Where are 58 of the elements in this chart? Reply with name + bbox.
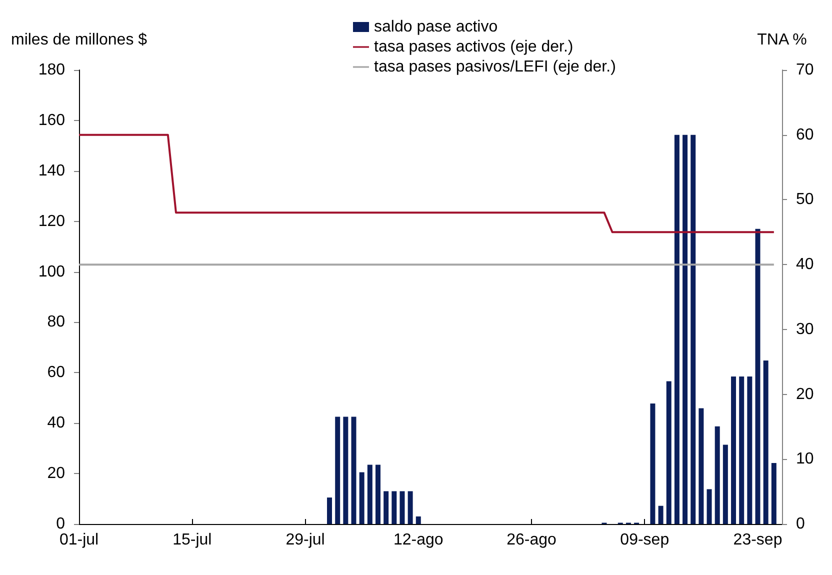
y-axis-title: miles de millones $ xyxy=(10,32,148,48)
y-tick-label: 0 xyxy=(56,516,66,532)
bar xyxy=(375,464,380,524)
bar xyxy=(763,360,768,524)
bar xyxy=(747,376,752,524)
y2-axis-title: TNA % xyxy=(757,32,807,48)
y-tick-label: 40 xyxy=(47,414,66,432)
y-tick-label: 160 xyxy=(38,112,66,129)
legend-label: tasa pases pasivos/LEFI (eje der.) xyxy=(374,58,616,76)
y-tick-label: 80 xyxy=(47,314,66,331)
bar xyxy=(739,376,744,524)
bar xyxy=(714,426,720,524)
bar xyxy=(698,408,704,524)
legend-label: tasa pases activos (eje der.) xyxy=(374,38,574,56)
y-tick-label: 180 xyxy=(38,62,66,78)
y2-tick-label: 10 xyxy=(796,450,814,468)
bar xyxy=(755,228,760,524)
bar xyxy=(359,472,364,524)
bar xyxy=(682,134,688,524)
bar xyxy=(327,498,332,524)
bar xyxy=(731,376,736,524)
bar xyxy=(706,489,712,524)
bar xyxy=(408,491,413,524)
x-tick-label: 12-ago xyxy=(393,532,444,548)
y2-tick-label: 20 xyxy=(796,386,814,403)
bar xyxy=(343,416,348,524)
bar xyxy=(690,134,696,524)
bar xyxy=(650,403,656,524)
y-tick-label: 20 xyxy=(47,465,66,482)
bar xyxy=(666,381,672,524)
bar xyxy=(416,516,421,524)
y2-tick-label: 30 xyxy=(796,320,814,338)
x-tick-label: 26-ago xyxy=(506,532,557,548)
bar xyxy=(392,491,397,524)
bar xyxy=(384,491,389,524)
bar xyxy=(771,462,776,524)
y2-tick-label: 60 xyxy=(796,126,814,144)
x-tick-label: 29-jul xyxy=(286,532,325,548)
x-tick-label: 15-jul xyxy=(172,532,212,548)
y-tick-label: 60 xyxy=(47,364,66,382)
bar xyxy=(400,491,405,524)
y2-tick-label: 70 xyxy=(796,62,814,78)
bar xyxy=(722,444,728,524)
bar xyxy=(351,416,356,524)
y-tick-label: 120 xyxy=(38,212,66,230)
legend-label: saldo pase activo xyxy=(374,18,498,36)
bar xyxy=(335,416,340,524)
y2-tick-label: 40 xyxy=(796,256,814,274)
x-tick-label: 09-sep xyxy=(620,532,670,548)
bar xyxy=(674,134,680,524)
bar xyxy=(658,506,664,524)
x-tick-label: 01-jul xyxy=(59,532,99,548)
y-tick-label: 100 xyxy=(38,263,66,280)
y2-tick-label: 0 xyxy=(796,516,805,532)
bar xyxy=(367,464,372,524)
y2-tick-label: 50 xyxy=(796,191,814,208)
y-tick-label: 140 xyxy=(38,162,66,180)
x-tick-label: 23-sep xyxy=(733,532,782,548)
